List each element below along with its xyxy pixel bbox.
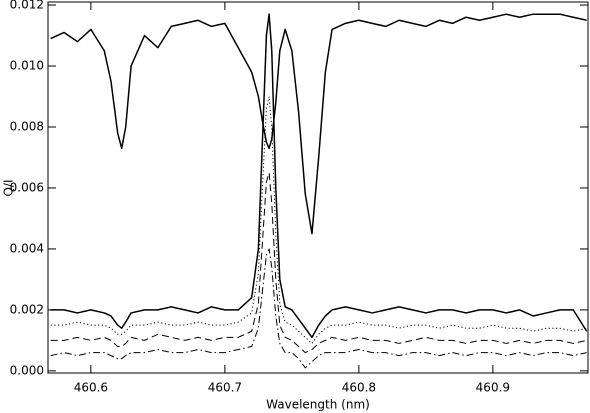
series-line xyxy=(50,13,587,235)
x-tick-label: 460.8 xyxy=(342,381,376,395)
x-tick-label: 460.7 xyxy=(208,381,242,395)
y-tick-label: 0.012 xyxy=(10,0,44,12)
x-tick-label: 460.6 xyxy=(74,381,108,395)
y-tick-label: 0.002 xyxy=(10,302,44,316)
y-tick-label: 0.010 xyxy=(10,59,44,73)
y-tick-label: 0.000 xyxy=(10,363,44,377)
x-axis-label: Wavelength (nm) xyxy=(266,398,370,412)
series-line xyxy=(50,248,587,369)
series-line xyxy=(50,172,587,354)
y-tick-label: 0.004 xyxy=(10,241,44,255)
y-axis-label: Q/I xyxy=(2,179,16,196)
series-line xyxy=(50,13,588,339)
series-line xyxy=(50,96,587,344)
x-tick-label: 460.9 xyxy=(476,381,510,395)
y-tick-label: 0.006 xyxy=(10,180,44,194)
y-tick-label: 0.008 xyxy=(10,119,44,133)
